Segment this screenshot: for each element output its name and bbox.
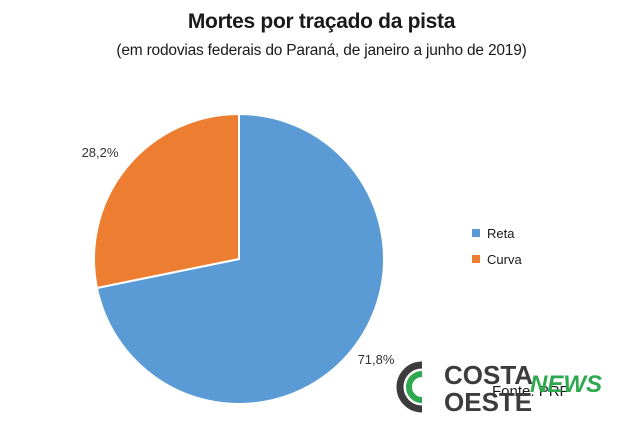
chart-subtitle: (em rodovias federais do Paraná, de jane… (116, 42, 527, 59)
logo-text-costa: COSTA (444, 360, 533, 390)
legend-swatch-curva (472, 255, 480, 263)
logo-text-news: NEWS (530, 371, 602, 398)
logo-text-oeste: OESTE (444, 387, 532, 417)
legend-label-reta: Reta (487, 225, 515, 241)
pie-slice-curva (93, 112, 240, 290)
costa-oeste-news-logo: COSTA OESTE NEWS (396, 360, 602, 417)
data-label-curva: 28,2% (82, 145, 119, 160)
chart-title: Mortes por traçado da pista (187, 10, 456, 33)
chart-legend: Reta Curva (472, 220, 522, 272)
pie-slice-reta (95, 112, 385, 405)
legend-swatch-reta (472, 229, 480, 237)
legend-item-reta: Reta (472, 220, 522, 246)
c-mark-icon (396, 361, 423, 413)
legend-label-curva: Curva (487, 251, 522, 267)
source-note: Fonte: PRF (492, 383, 569, 400)
legend-item-curva: Curva (472, 246, 522, 272)
data-label-reta: 71,8% (358, 352, 395, 367)
